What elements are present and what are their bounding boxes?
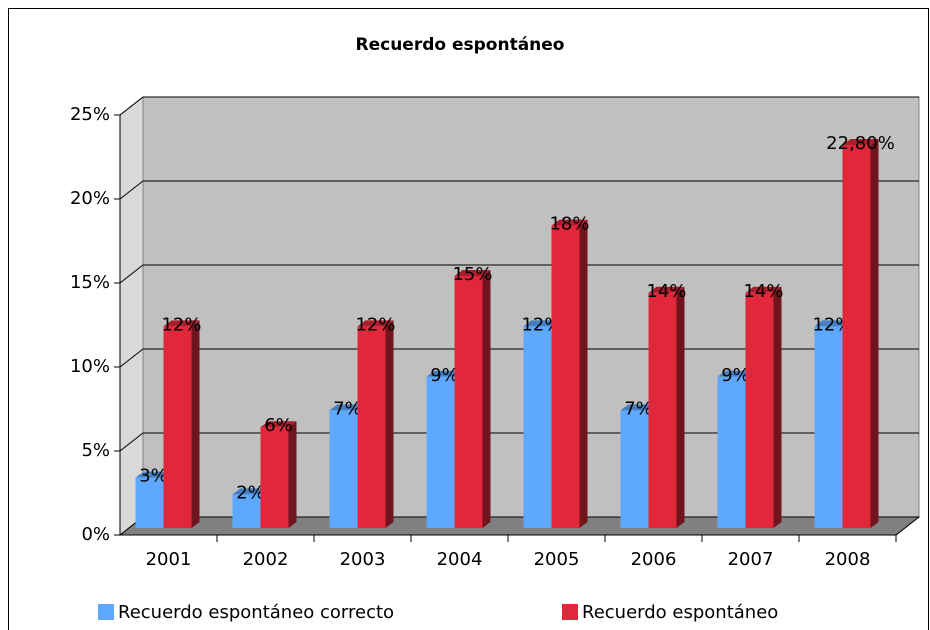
y-tick-label: 20% [70, 188, 110, 209]
data-label: 9% [721, 365, 750, 386]
legend-swatch [562, 604, 578, 620]
bar-top [745, 286, 782, 293]
bar-top [648, 286, 685, 293]
legend-label: Recuerdo espontáneo correcto [118, 602, 394, 623]
chart-title: Recuerdo espontáneo [356, 35, 565, 55]
bar-top [357, 320, 394, 327]
bar-top [135, 471, 172, 478]
bar [135, 477, 164, 528]
bar [329, 410, 358, 528]
bar-top [260, 421, 297, 428]
bar [620, 410, 649, 528]
y-tick-label: 0% [81, 524, 110, 545]
bar [163, 326, 192, 528]
bar-top [620, 404, 657, 411]
bar [648, 292, 677, 528]
bar-top [454, 270, 491, 276]
bar-top [842, 138, 879, 145]
bar-side [870, 138, 879, 528]
bar-top [426, 370, 463, 377]
bar [454, 276, 483, 528]
legend-swatch [98, 604, 114, 620]
x-axis [895, 516, 920, 536]
data-label: 12% [161, 314, 201, 335]
bar-top [523, 320, 560, 327]
x-tick-label: 2007 [728, 549, 774, 570]
bar-top [329, 404, 366, 411]
x-tick-label: 2001 [146, 549, 192, 570]
y-tick-label: 25% [70, 104, 110, 125]
grid-line [119, 96, 144, 116]
bar-side [482, 270, 491, 528]
data-label: 6% [264, 415, 293, 436]
x-tick-label: 2005 [534, 549, 580, 570]
bar [814, 326, 843, 528]
data-label: 2% [236, 482, 265, 503]
legend-label: Recuerdo espontáneo [582, 602, 778, 623]
bar-side [773, 286, 782, 528]
data-label: 7% [333, 398, 362, 419]
data-label: 12% [355, 314, 395, 335]
data-label: 14% [743, 281, 783, 302]
data-label: 9% [430, 365, 459, 386]
x-tick-label: 2006 [631, 549, 677, 570]
y-tick-label: 5% [81, 440, 110, 461]
bar-top [551, 219, 588, 226]
data-label: 18% [549, 214, 589, 235]
x-tick-label: 2004 [437, 549, 483, 570]
bar [842, 144, 871, 528]
bar [357, 326, 386, 528]
data-label: 3% [139, 466, 168, 487]
grid-line [119, 432, 144, 452]
bar-top [232, 488, 269, 495]
bar-top [814, 320, 851, 327]
bar-side [676, 286, 685, 528]
bar [523, 326, 552, 528]
grid-line [119, 264, 144, 284]
data-label: 7% [624, 398, 653, 419]
bar [426, 376, 455, 528]
data-label: 14% [646, 281, 686, 302]
bar [551, 225, 580, 528]
bar [717, 376, 746, 528]
bar-side [579, 219, 588, 528]
x-tick-label: 2008 [825, 549, 871, 570]
y-tick-label: 15% [70, 272, 110, 293]
y-tick-label: 10% [70, 356, 110, 377]
bar-side [385, 320, 394, 528]
data-label: 15% [452, 264, 492, 285]
x-tick-label: 2002 [243, 549, 289, 570]
bar [745, 292, 774, 528]
x-tick-label: 2003 [340, 549, 386, 570]
grid-line [119, 180, 144, 200]
bar-side [288, 421, 297, 528]
bar-side [191, 320, 200, 528]
bar-top [717, 370, 754, 377]
bar [232, 494, 261, 528]
bar [260, 427, 289, 528]
bar-top [163, 320, 200, 327]
data-label: 22,80% [826, 133, 895, 154]
grid-line [119, 348, 144, 368]
